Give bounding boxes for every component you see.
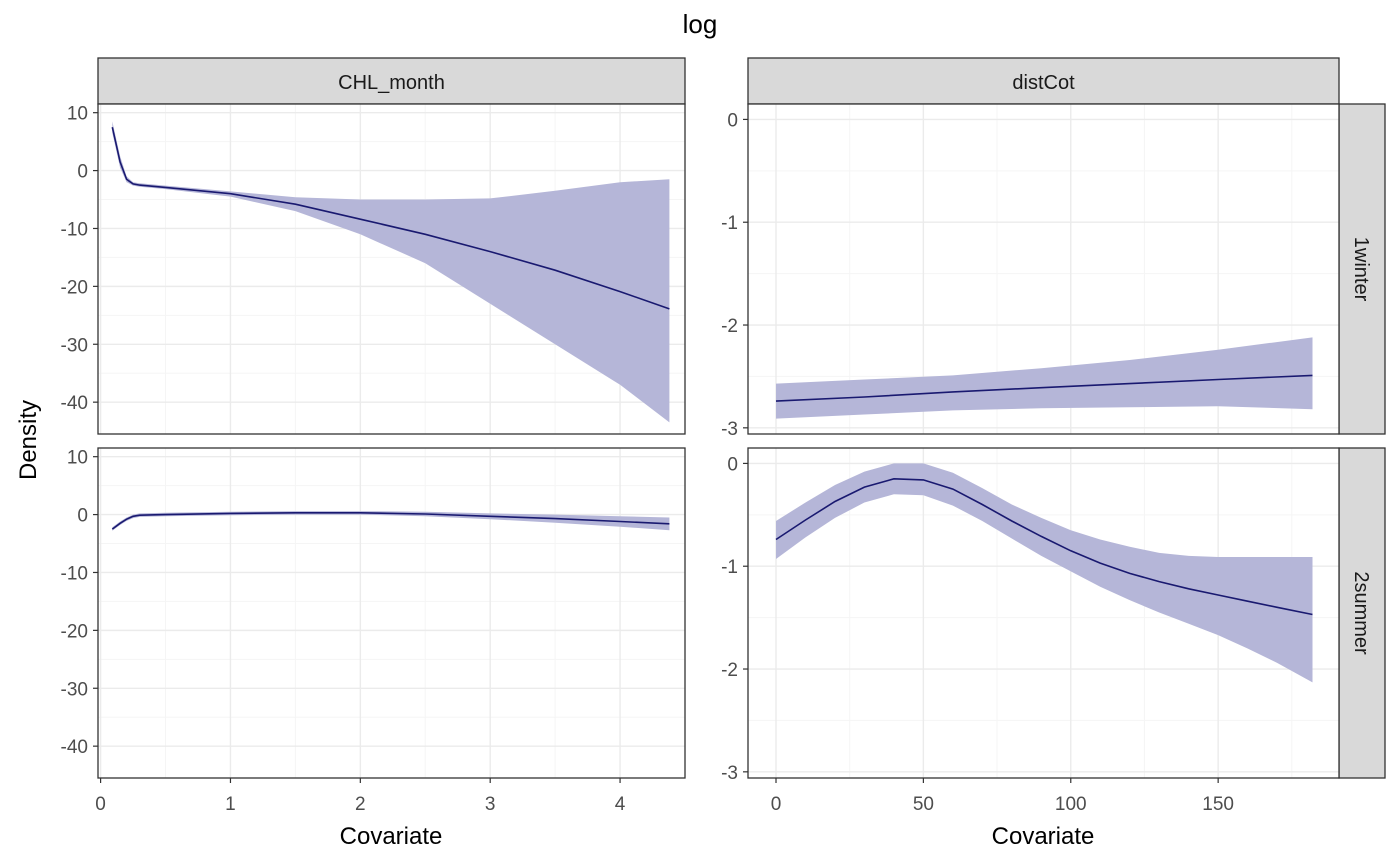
strip-col-distcot-label: distCot bbox=[1012, 72, 1075, 94]
x-tick-label: 0 bbox=[771, 794, 782, 815]
panel-border bbox=[97, 447, 686, 779]
y-tick-label: -1 bbox=[721, 557, 738, 578]
panel-distcot-2summer: 0 -1 -2 -3 0 50 100 150 bbox=[721, 447, 1340, 815]
y-tick-label: -40 bbox=[61, 393, 88, 414]
y-tick-label: 0 bbox=[727, 110, 738, 131]
chart-title: log bbox=[683, 9, 718, 39]
y-tick-label: -30 bbox=[61, 335, 88, 356]
panel-background bbox=[98, 448, 685, 778]
density-line bbox=[775, 477, 1313, 616]
confidence-band bbox=[776, 463, 1313, 683]
strip-col-chl-month: CHL_month bbox=[97, 57, 686, 105]
y-tick-label: -20 bbox=[61, 621, 88, 642]
x-axis-label-left: Covariate bbox=[340, 823, 443, 850]
confidence-band bbox=[776, 337, 1313, 419]
strip-col-chl-month-label: CHL_month bbox=[338, 72, 445, 94]
panel-border bbox=[747, 447, 1340, 779]
strip-row-1winter: 1winter bbox=[1338, 103, 1386, 435]
panel-border bbox=[97, 103, 686, 435]
confidence-band bbox=[112, 511, 670, 531]
y-tick-label: 0 bbox=[77, 162, 88, 183]
y-tick-label: -2 bbox=[721, 316, 738, 337]
panel-chl-month-1winter: 10 0 -10 -20 -30 -40 bbox=[61, 103, 686, 435]
strip-row-2summer: 2summer bbox=[1338, 447, 1386, 779]
y-tick-label: -2 bbox=[721, 660, 738, 681]
x-tick-label: 4 bbox=[615, 794, 626, 815]
x-tick-label: 1 bbox=[225, 794, 236, 815]
y-tick-label: -20 bbox=[61, 277, 88, 298]
y-tick-label: 0 bbox=[77, 506, 88, 527]
y-tick-label: 10 bbox=[67, 104, 88, 125]
x-tick-label: 2 bbox=[355, 794, 366, 815]
panel-chl-month-2summer: 10 0 -10 -20 -30 -40 0 1 2 3 4 bbox=[61, 447, 686, 815]
y-tick-label: -40 bbox=[61, 737, 88, 758]
x-tick-label: 100 bbox=[1055, 794, 1087, 815]
y-tick-label: -1 bbox=[721, 213, 738, 234]
y-tick-label: -30 bbox=[61, 679, 88, 700]
density-line bbox=[775, 374, 1313, 402]
x-axis-label-right: Covariate bbox=[992, 823, 1095, 850]
panel-border bbox=[747, 103, 1340, 435]
strip-col-distcot: distCot bbox=[747, 57, 1340, 105]
y-tick-label: -3 bbox=[721, 419, 738, 440]
panel-distcot-1winter: 0 -1 -2 -3 bbox=[721, 103, 1340, 440]
density-line bbox=[111, 127, 670, 310]
x-tick-label: 50 bbox=[913, 794, 934, 815]
y-axis-label: Density bbox=[15, 400, 42, 480]
x-tick-label: 150 bbox=[1202, 794, 1234, 815]
strip-row-1winter-label: 1winter bbox=[1350, 237, 1372, 302]
y-tick-label: -3 bbox=[721, 763, 738, 784]
y-tick-label: -10 bbox=[61, 219, 88, 240]
y-tick-label: 0 bbox=[727, 454, 738, 475]
x-tick-label: 0 bbox=[95, 794, 106, 815]
x-tick-label: 3 bbox=[485, 794, 496, 815]
y-tick-label: 10 bbox=[67, 448, 88, 469]
strip-row-2summer-label: 2summer bbox=[1350, 571, 1372, 655]
density-line bbox=[111, 511, 670, 530]
y-tick-label: -10 bbox=[61, 563, 88, 584]
